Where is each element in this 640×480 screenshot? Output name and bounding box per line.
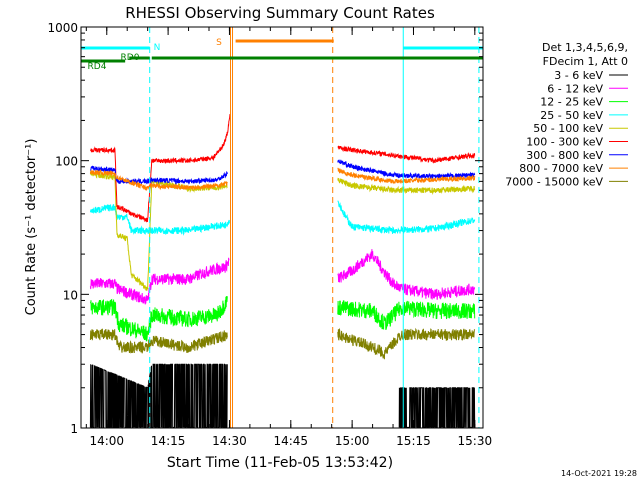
axes: 14:00 14:15 14:30 14:45 15:00 15:15 15:30 1 10 10… (47, 21, 492, 448)
flag-label-n: N (154, 43, 161, 53)
x-tick-label: 14:00 (89, 434, 124, 448)
series-line-300-800-kev-post (337, 159, 476, 180)
series-line-800-7000-kev-pre (89, 169, 228, 191)
legend-label-3-6-kev: 3 - 6 keV (554, 69, 603, 82)
y-tick-label: 1 (70, 422, 78, 436)
x-tick-label: 15:00 (335, 434, 370, 448)
x-tick-label: 15:30 (458, 434, 493, 448)
series-line-12-25-kev-pre (89, 296, 228, 342)
series-line-25-50-kev-post (337, 200, 476, 234)
series-line-50-100-kev-post (337, 177, 476, 195)
legend-label-7000-15000-kev: 7000 - 15000 keV (505, 175, 603, 188)
legend-label-800-7000-kev: 800 - 7000 keV (519, 162, 603, 175)
x-tick-label: 14:30 (212, 434, 247, 448)
y-tick-label: 100 (55, 155, 78, 169)
series-line-50-100-kev-pre (89, 170, 228, 292)
timestamp: 14-Oct-2021 19:28 (561, 469, 637, 478)
x-axis-label: Start Time (11-Feb-05 13:53:42) (167, 455, 393, 471)
series-line-3-6-kev-pre (89, 363, 228, 428)
legend-label-100-300-kev: 100 - 300 keV (526, 136, 603, 149)
legend-label-6-12-kev: 6 - 12 keV (547, 82, 603, 95)
series-line-6-12-kev-pre (89, 257, 230, 305)
data-layer (89, 114, 476, 428)
series-line-3-6-kev-post (398, 387, 476, 428)
legend-label-25-50-kev: 25 - 50 keV (540, 109, 603, 122)
series-line-12-25-kev-post (337, 300, 476, 330)
y-tick-label: 1000 (47, 21, 78, 35)
flag-label-rd4: RD4 (88, 62, 107, 72)
legend-label-50-100-kev: 50 - 100 keV (533, 122, 603, 135)
series-line-800-7000-kev-post (337, 167, 476, 185)
series-line-100-300-kev-pre (90, 114, 231, 223)
flag-bars: N S RD0 RD4 (81, 38, 483, 72)
series-line-100-300-kev-post (337, 145, 476, 164)
legend-header-line-2: FDecim 1, Att 0 (543, 55, 628, 68)
series-line-7000-15000-kev-post (337, 327, 476, 360)
series-line-300-800-kev-pre (90, 165, 228, 186)
legend-header-line-1: Det 1,3,4,5,6,9, (542, 41, 628, 54)
legend: Det 1,3,4,5,6,9, FDecim 1, Att 0 3 - 6 k… (505, 41, 628, 188)
x-tick-label: 15:15 (396, 434, 431, 448)
legend-label-300-800-kev: 300 - 800 keV (526, 149, 603, 162)
flag-label-rd0: RD0 (121, 53, 140, 63)
plot-frame (80, 26, 484, 429)
y-axis-label: Count Rate (s⁻¹ detector⁻¹) (24, 139, 39, 316)
legend-label-12-25-kev: 12 - 25 keV (540, 96, 603, 109)
series-line-25-50-kev-pre (89, 204, 230, 236)
x-tick-label: 14:45 (273, 434, 308, 448)
series-line-7000-15000-kev-pre (89, 328, 228, 354)
y-tick-label: 10 (63, 288, 78, 302)
series-line-6-12-kev-post (337, 249, 476, 300)
flag-label-s: S (216, 38, 222, 48)
x-tick-label: 14:15 (151, 434, 186, 448)
chart-title: RHESSI Observing Summary Count Rates (125, 4, 435, 22)
